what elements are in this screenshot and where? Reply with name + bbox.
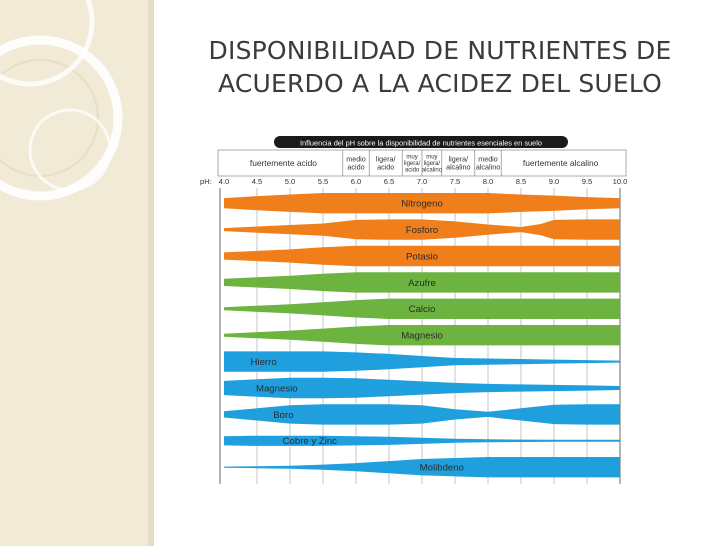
nutrient-label: Molibdeno (420, 463, 464, 474)
zone-label: muy (426, 155, 437, 161)
zone-label: fuertemente acido (250, 158, 317, 168)
ph-tick-label: 9.0 (549, 177, 560, 186)
nutrient-band (224, 457, 620, 478)
zone-label: alcalino (446, 162, 470, 171)
nutrient-band (224, 245, 620, 267)
nutrient-band (224, 435, 620, 446)
chart-title: Influencia del pH sobre la disponibilida… (300, 138, 542, 147)
ph-tick-label: 7.0 (417, 177, 428, 186)
nutrient-label: Boro (273, 410, 293, 421)
nutrient-band (224, 404, 620, 425)
zone-label: acido (405, 168, 420, 174)
nutrient-band (224, 298, 620, 319)
nutrient-band (224, 377, 620, 399)
zone-label: acido (347, 162, 364, 171)
ph-tick-label: 5.0 (285, 177, 296, 186)
ph-nutrient-availability-chart: Influencia del pH sobre la disponibilida… (196, 132, 634, 486)
nutrient-label: Magnesio (256, 383, 298, 394)
nutrient-band (224, 325, 620, 346)
decorative-side-band (0, 0, 148, 546)
nutrient-band (224, 219, 620, 240)
zone-label: medio (478, 155, 498, 164)
decorative-circles (0, 0, 123, 201)
nutrient-label: Potasio (406, 251, 438, 262)
zone-label: medio (346, 155, 366, 164)
ph-tick-label: 8.0 (483, 177, 494, 186)
ph-tick-label: 4.5 (252, 177, 263, 186)
zone-label: muy (406, 155, 417, 161)
nutrient-band (224, 193, 620, 214)
ph-tick-label: 4.0 (219, 177, 230, 186)
nutrient-label: Fosforo (406, 225, 439, 236)
nutrient-label: Magnesio (401, 331, 443, 342)
ph-tick-label: 5.5 (318, 177, 329, 186)
zone-label: ligera/ (449, 155, 469, 164)
nutrient-label: Nitrogeno (401, 199, 443, 210)
nutrient-band (224, 351, 620, 372)
chart-title-banner (274, 136, 568, 148)
ph-tick-label: 6.0 (351, 177, 362, 186)
ph-label: pH: (200, 177, 212, 186)
zone-label: alcalino (422, 168, 443, 174)
zone-label: ligera/ (376, 155, 396, 164)
zone-label: alcalino (476, 162, 500, 171)
decorative-side-band-edge (148, 0, 154, 546)
nutrient-label: Hierro (251, 357, 277, 368)
zone-label: fuertemente alcalino (523, 158, 599, 168)
ph-axis: pH: 4.0 4.5 5.0 5.5 6.0 6.5 7.0 7.5 8.0 8.5 9.0 9.5 1… (200, 177, 627, 186)
nutrient-band (224, 272, 620, 293)
nutrient-label: Azufre (408, 278, 436, 289)
acidity-zones: fuertemente acido medioacidoligera/acidom… (217, 149, 627, 177)
ph-tick-label: 9.5 (582, 177, 593, 186)
zone-label: acido (377, 162, 394, 171)
slide-title-line-2: ACUERDO A LA ACIDEZ DEL SUELO (217, 69, 663, 98)
slide-title: DISPONIBILIDAD DE NUTRIENTES DE ACUERDO … (170, 34, 710, 100)
nutrient-label: Calcio (409, 304, 436, 315)
zone-label: ligera/ (424, 161, 441, 167)
nutrient-bands: Nitrogeno Fosforo Potasio Azufre Calcio Magne… (224, 193, 620, 478)
zone-label: ligera/ (404, 161, 421, 167)
slide-title-line-1: DISPONIBILIDAD DE NUTRIENTES DE (208, 36, 672, 65)
ph-tick-label: 6.5 (384, 177, 395, 186)
ph-tick-label: 10.0 (613, 177, 628, 186)
ph-tick-label: 7.5 (450, 177, 461, 186)
nutrient-label: Cobre y Zinc (283, 436, 338, 447)
ph-tick-label: 8.5 (516, 177, 527, 186)
